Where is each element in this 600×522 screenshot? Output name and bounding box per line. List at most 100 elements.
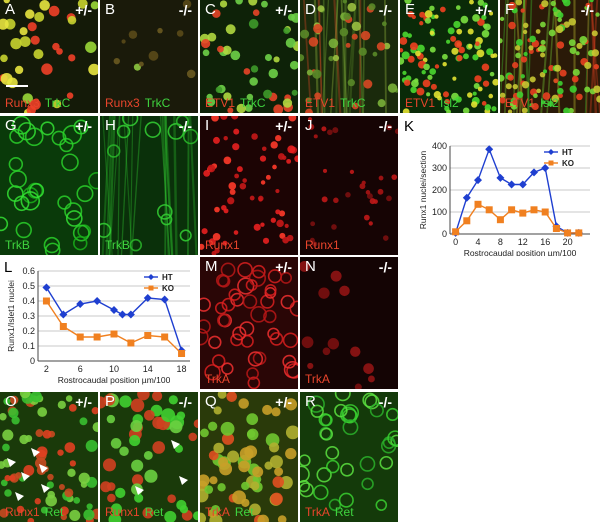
y-tick-label: 100	[432, 207, 447, 217]
panel-letter-r: R	[305, 393, 316, 410]
x-tick-label: 18	[177, 364, 187, 374]
stain-label-green: Ret	[44, 505, 64, 519]
y-tick-label: 400	[432, 141, 447, 151]
data-point-ht	[93, 297, 102, 305]
panel-j: J -/- Runx1	[300, 116, 398, 255]
x-tick-label: 14	[143, 364, 153, 374]
stain-labels: TrkB	[105, 238, 135, 252]
panel-letter-e: E	[405, 1, 416, 18]
data-point-ko	[541, 208, 549, 216]
stain-label-green: TrkC	[44, 96, 71, 110]
data-point-ko	[144, 332, 152, 339]
panel-o: O +/- Runx1 Ret	[0, 392, 98, 522]
data-point-ko	[178, 350, 186, 357]
genotype-label: -/-	[378, 259, 392, 275]
micrograph-texture	[100, 392, 198, 522]
panel-a: A +/- Runx3 TrkC	[0, 0, 98, 113]
series-line-ht	[454, 147, 579, 234]
stain-labels: ETV1 Isl2	[405, 96, 464, 110]
arrowhead-icon	[31, 448, 40, 457]
stain-label-red: TrkA	[305, 505, 330, 519]
stain-label-red: ETV1	[205, 96, 236, 110]
stain-label-red: Runx1	[5, 505, 40, 519]
arrowhead-icon	[171, 440, 180, 449]
legend-marker	[548, 160, 554, 166]
data-point-ht	[160, 295, 169, 304]
data-point-ko	[76, 333, 84, 341]
panel-letter-n: N	[305, 258, 316, 275]
data-point-ko	[564, 229, 572, 237]
data-point-ht	[530, 168, 538, 177]
micrograph-texture	[200, 116, 298, 255]
stain-label-green: Isl2	[440, 96, 459, 110]
stain-labels: Runx3 TrkC	[5, 96, 75, 110]
stain-labels: ETV1 TrkC	[305, 96, 371, 110]
genotype-label: +/-	[75, 118, 92, 134]
panel-letter-d: D	[305, 1, 316, 18]
data-point-ko	[519, 209, 527, 217]
micrograph-texture	[400, 0, 498, 113]
x-tick-label: 2	[44, 364, 49, 374]
genotype-label: +/-	[275, 2, 292, 18]
micrograph-texture	[300, 0, 398, 113]
stain-label-green: TrkC	[340, 96, 366, 110]
stain-labels: Runx1 Ret	[5, 505, 68, 519]
stain-label-red: ETV1	[305, 96, 336, 110]
stain-label-green: TrkB	[105, 238, 130, 252]
series-line-ht	[45, 287, 183, 351]
x-tick-label: 0	[453, 237, 458, 247]
genotype-label: -/-	[378, 2, 392, 18]
genotype-label: -/-	[178, 394, 192, 410]
stain-labels: TrkA Ret	[205, 505, 259, 519]
panel-letter-i: I	[205, 117, 210, 134]
stain-label-green: TrkC	[240, 96, 266, 110]
y-tick-label: 200	[432, 185, 447, 195]
y-axis-label: Runx1/Islet1 nuclei	[6, 280, 16, 352]
x-tick-label: 4	[475, 237, 480, 247]
data-point-ht	[541, 164, 550, 172]
x-tick-label: 10	[109, 364, 119, 374]
data-point-ht	[126, 310, 135, 319]
stain-label-red: Runx3	[105, 96, 140, 110]
stain-label-red: Runx1	[305, 238, 340, 252]
data-point-ht	[507, 180, 516, 189]
micrograph-texture	[0, 116, 98, 255]
chart-k: K 0 100 200 300 400 0 4 8 12 16 20 Rostrocaudal pos…	[400, 116, 600, 256]
stain-labels: Runx1 Ret	[105, 505, 168, 519]
stain-labels: Runx1	[305, 238, 345, 252]
stain-label-green: Ret	[234, 505, 254, 519]
x-tick-label: 20	[563, 237, 573, 247]
panel-q: Q +/- TrkA Ret	[200, 392, 298, 522]
panel-letter-m: M	[205, 258, 218, 275]
stain-label-red: ETV1	[505, 96, 536, 110]
panel-e: E +/- ETV1 Isl2	[400, 0, 498, 113]
stain-label-green: TrkC	[144, 96, 171, 110]
micrograph-texture	[300, 392, 398, 522]
arrowhead-icon	[41, 484, 50, 493]
y-tick-label: 0.3	[22, 311, 35, 321]
data-point-ht	[462, 193, 471, 202]
arrowhead-icon	[15, 492, 24, 501]
genotype-label: -/-	[378, 394, 392, 410]
data-point-ko	[508, 206, 516, 214]
panel-letter-h: H	[105, 117, 116, 134]
y-tick-label: 300	[432, 163, 447, 173]
stain-labels: TrkB	[5, 238, 35, 252]
panel-h: H -/- TrkB	[100, 116, 198, 255]
panel-letter-c: C	[205, 1, 216, 18]
data-point-ht	[496, 173, 505, 182]
stain-label-green: Ret	[144, 505, 164, 519]
panel-letter-o: O	[5, 393, 17, 410]
stain-labels: ETV1 TrkC	[205, 96, 271, 110]
data-point-ko	[93, 333, 101, 341]
panel-r: R -/- TrkA Ret	[300, 392, 398, 522]
micrograph-texture	[500, 0, 600, 113]
x-tick-label: 6	[78, 364, 83, 374]
genotype-label: +/-	[275, 118, 292, 134]
data-point-ko	[530, 206, 538, 214]
x-tick-label: 16	[540, 237, 550, 247]
legend-label: HT	[162, 273, 173, 282]
data-point-ht	[518, 180, 527, 189]
y-tick-label: 0.5	[22, 281, 35, 291]
x-tick-label: 12	[518, 237, 528, 247]
